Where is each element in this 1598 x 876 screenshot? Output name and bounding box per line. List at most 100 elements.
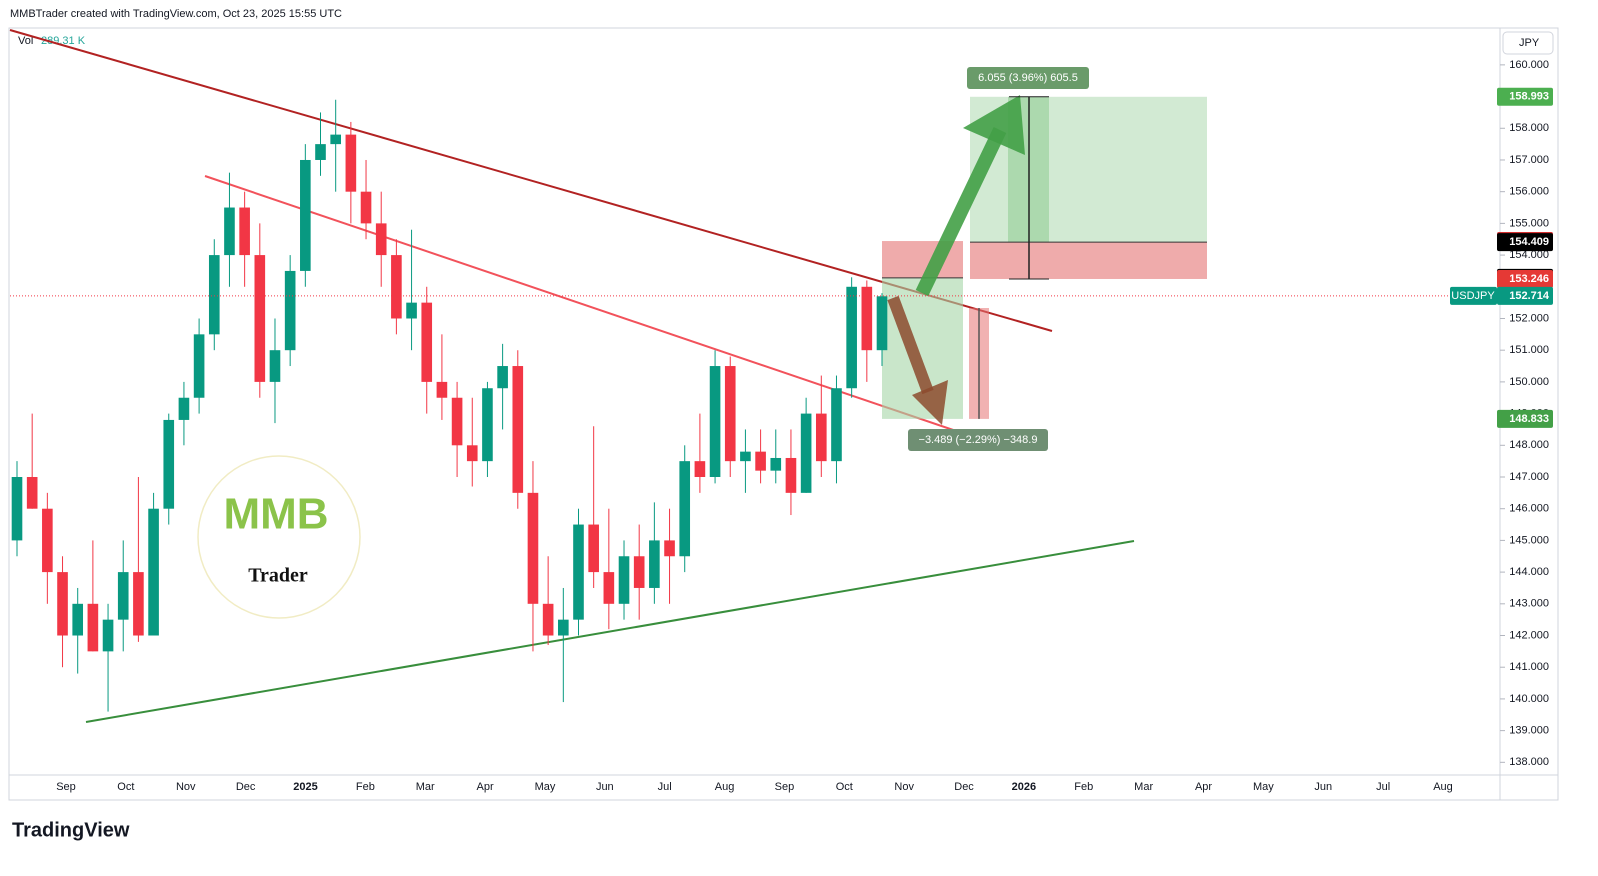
trend-line — [9, 29, 1053, 332]
candle-body — [603, 572, 615, 604]
x-tick-label: Dec — [236, 781, 256, 793]
logo-bottom: Trader — [248, 565, 308, 587]
y-tick-label: 152.000 — [1509, 312, 1549, 324]
x-tick-label: Aug — [1433, 781, 1453, 793]
y-tick-label: 146.000 — [1509, 503, 1549, 515]
candle-body — [466, 445, 478, 462]
candle-body — [724, 366, 736, 462]
candle-body — [254, 255, 266, 382]
candle-body — [679, 461, 691, 557]
candle-body — [709, 366, 721, 477]
candle-body — [178, 397, 190, 420]
y-tick-label: 145.000 — [1509, 534, 1549, 546]
candle-body — [284, 270, 296, 351]
candle-body — [527, 492, 539, 604]
stop-zone — [970, 242, 1207, 279]
x-tick-label: Jun — [1314, 781, 1332, 793]
price-label-box — [1497, 269, 1553, 288]
header: MMBTrader created with TradingView.com, … — [10, 8, 342, 20]
candle-body — [542, 603, 554, 636]
x-tick-label: Sep — [56, 781, 76, 793]
currency: JPY — [1519, 37, 1540, 49]
x-tick-label: Feb — [356, 781, 375, 793]
candle-body — [831, 388, 842, 462]
candle-body — [436, 381, 448, 398]
y-tick-label: 148.000 — [1509, 439, 1549, 451]
x-tick-label: Oct — [836, 781, 853, 793]
y-tick-label: 139.000 — [1509, 725, 1549, 737]
y-tick-label: 142.000 — [1509, 629, 1549, 641]
y-tick-label: 147.000 — [1509, 471, 1549, 483]
candle-body — [785, 457, 797, 493]
candle-body — [406, 302, 417, 319]
logo-circle — [197, 455, 361, 619]
candle-body — [300, 159, 311, 271]
candle-body — [375, 223, 387, 256]
candle-body — [11, 477, 23, 541]
price-label-box — [1497, 233, 1553, 252]
y-tick-label: 158.000 — [1509, 122, 1549, 134]
price-label-box — [1497, 286, 1553, 305]
candle-body — [269, 350, 281, 382]
x-tick-label: Nov — [176, 781, 196, 793]
candle-body — [117, 572, 129, 620]
x-tick-label: Feb — [1074, 781, 1093, 793]
symbol-label-box — [1450, 286, 1497, 305]
measure-annotation: 6.055 (3.96%) 605.5 — [978, 72, 1078, 84]
candle-body — [512, 366, 524, 493]
y-tick-label: 143.000 — [1509, 598, 1549, 610]
price-label: 158.993 — [1509, 91, 1549, 103]
candle-body — [497, 366, 508, 389]
candle-body — [815, 413, 827, 462]
x-tick-label: Apr — [1195, 781, 1212, 793]
candle-body — [42, 508, 53, 573]
measure-annotation: −3.489 (−2.29%) −348.9 — [919, 434, 1038, 446]
measure-annotation-box — [908, 429, 1048, 451]
x-tick-label: Apr — [477, 781, 494, 793]
candle-body — [618, 556, 630, 604]
candle-body — [664, 540, 675, 557]
y-tick-label: 151.000 — [1509, 344, 1549, 356]
candle-body — [133, 572, 144, 636]
volume-value: 289.31 K — [41, 35, 86, 47]
trend-line — [85, 540, 1135, 723]
candle-body — [315, 144, 326, 160]
candle-body — [633, 556, 645, 588]
y-tick-label: 156.000 — [1509, 186, 1549, 198]
y-tick-label: 154.000 — [1509, 249, 1549, 261]
candle-body — [770, 457, 782, 471]
x-tick-label: May — [535, 781, 556, 793]
x-tick-label: Jul — [1376, 781, 1390, 793]
candle-body — [208, 255, 220, 335]
volume-label: Vol — [18, 35, 33, 47]
price-label-box — [1497, 409, 1553, 428]
candle-body — [861, 286, 873, 351]
candle-body — [360, 191, 372, 224]
x-tick-label: Sep — [775, 781, 795, 793]
currency-box[interactable] — [1502, 31, 1554, 55]
y-tick-label: 157.000 — [1509, 154, 1549, 166]
x-tick-label: Dec — [954, 781, 974, 793]
candle-body — [649, 540, 660, 588]
candle-body — [72, 603, 84, 636]
candle-body — [451, 397, 463, 446]
arrow-head — [963, 95, 1025, 155]
candle-body — [694, 461, 706, 477]
price-label: 153.246 — [1509, 273, 1549, 285]
x-tick-label: Jul — [658, 781, 672, 793]
candle-body — [239, 207, 250, 256]
y-tick-label: 141.000 — [1509, 661, 1549, 673]
candle-body — [224, 207, 235, 256]
x-tick-label: Jun — [596, 781, 614, 793]
y-tick-label: 144.000 — [1509, 566, 1549, 578]
logo-top: MMB — [223, 490, 328, 539]
symbol-label: USDJPY — [1451, 290, 1495, 302]
x-tick-label: May — [1253, 781, 1274, 793]
y-tick-label: 160.000 — [1509, 59, 1549, 71]
candle-body — [755, 451, 766, 471]
candle-body — [421, 302, 433, 382]
candle-body — [558, 619, 569, 636]
y-tick-label: 140.000 — [1509, 693, 1549, 705]
y-tick-label: 150.000 — [1509, 376, 1549, 388]
